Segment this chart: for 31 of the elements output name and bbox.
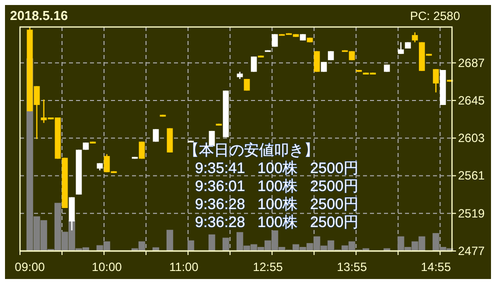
- annotation: 9:36:28 100株 2500円: [195, 214, 358, 231]
- bar: [188, 240, 194, 251]
- candlestick: [138, 141, 145, 160]
- annotation: 9:36:01 100株 2500円: [195, 178, 358, 195]
- chart-title: 2018.5.16: [10, 8, 68, 23]
- y-tick-label: 2519: [458, 206, 486, 220]
- candlestick: [152, 128, 159, 142]
- chart-subtitle: PC: 2580: [410, 9, 460, 23]
- bar: [166, 230, 174, 251]
- candlestick: [314, 50, 320, 72]
- y-tick-label: 2561: [458, 168, 486, 183]
- annotation: 9:36:28 100株 2500円: [195, 196, 358, 213]
- x-tick-label: 14:55: [420, 260, 452, 274]
- x-tick-label: 13:55: [336, 260, 368, 274]
- candlestick: [412, 32, 418, 43]
- y-tick-label: 2603: [458, 131, 486, 146]
- candlestick: [250, 56, 257, 72]
- x-tick-label: 12:55: [252, 260, 284, 274]
- x-tick-label: 09:00: [14, 260, 46, 274]
- annotation: 9:35:41 100株 2500円: [195, 160, 358, 177]
- y-tick-label: 2645: [458, 93, 486, 108]
- y-tick-label: 2477: [458, 244, 486, 258]
- x-tick-label: 10:00: [92, 260, 122, 274]
- bar: [222, 238, 230, 251]
- y-tick-label: 2687: [458, 56, 486, 70]
- bar: [208, 234, 216, 251]
- x-tick-label: 11:00: [169, 260, 199, 274]
- annotation: 【本日の安値叩き】: [184, 142, 319, 159]
- candlestick: [432, 68, 439, 94]
- candlestick: [398, 42, 404, 54]
- candlestick: [272, 34, 278, 48]
